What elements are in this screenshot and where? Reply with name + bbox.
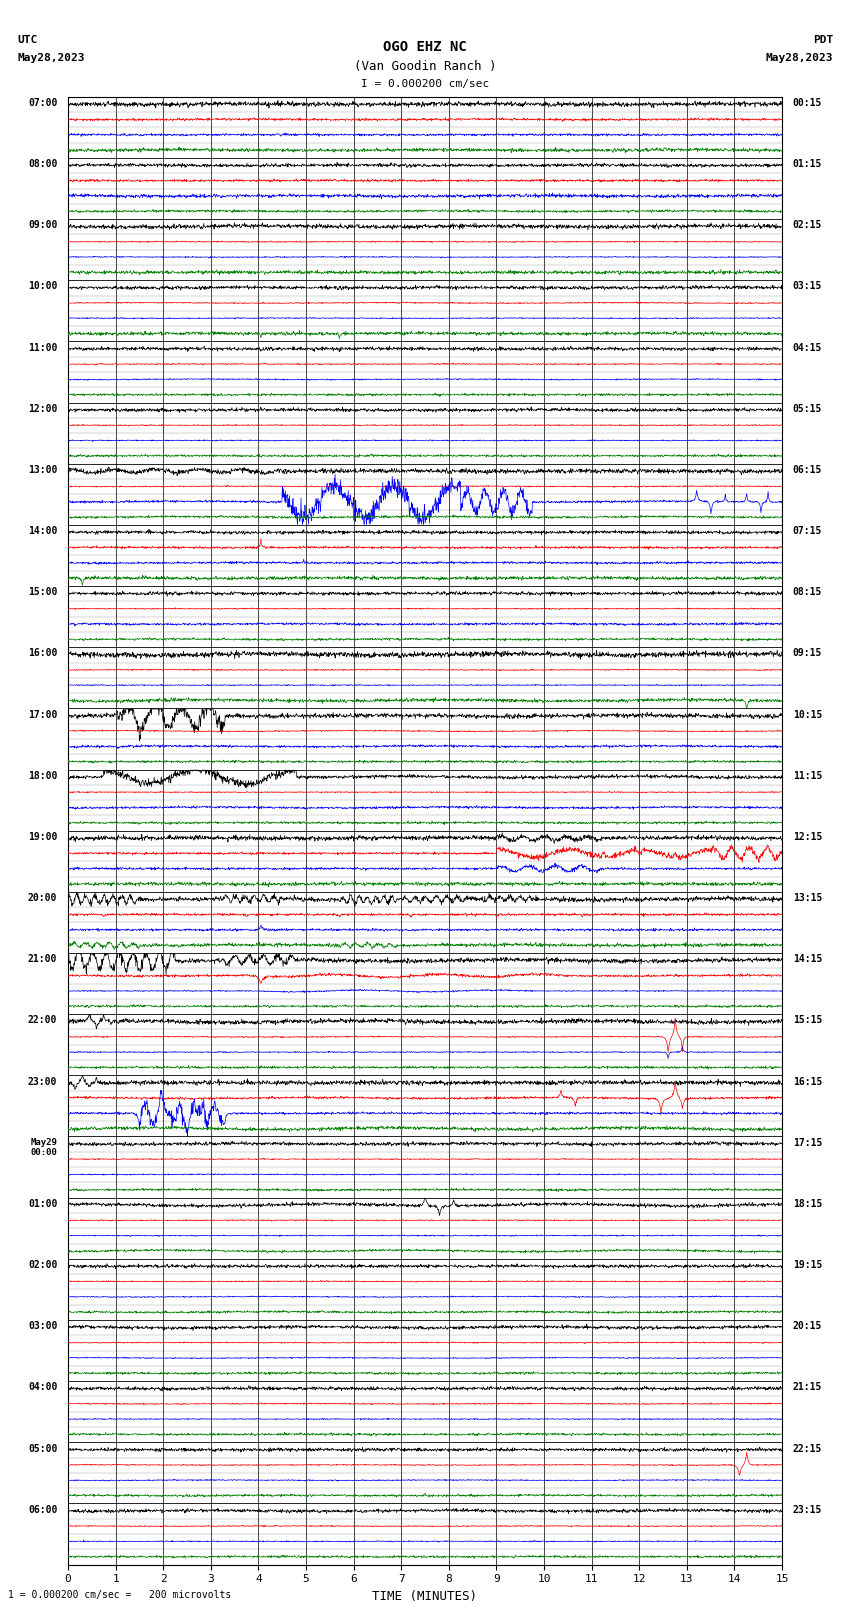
Text: (Van Goodin Ranch ): (Van Goodin Ranch ) [354,60,496,73]
Text: 10:00: 10:00 [28,282,57,292]
Text: 16:00: 16:00 [28,648,57,658]
Text: 14:15: 14:15 [793,955,822,965]
Text: 07:00: 07:00 [28,98,57,108]
Text: 06:00: 06:00 [28,1505,57,1515]
Text: 00:15: 00:15 [793,98,822,108]
Text: 04:00: 04:00 [28,1382,57,1392]
Text: 21:00: 21:00 [28,955,57,965]
Text: 21:15: 21:15 [793,1382,822,1392]
Text: 12:00: 12:00 [28,403,57,415]
Text: 12:15: 12:15 [793,832,822,842]
Text: 19:00: 19:00 [28,832,57,842]
Text: 16:15: 16:15 [793,1076,822,1087]
Text: 19:15: 19:15 [793,1260,822,1269]
Text: 07:15: 07:15 [793,526,822,536]
Text: 00:00: 00:00 [31,1147,57,1157]
Text: 18:00: 18:00 [28,771,57,781]
Text: May29: May29 [31,1137,57,1147]
Text: I = 0.000200 cm/sec: I = 0.000200 cm/sec [361,79,489,89]
Text: 17:15: 17:15 [793,1137,822,1148]
Text: 22:00: 22:00 [28,1016,57,1026]
Text: 05:00: 05:00 [28,1444,57,1453]
Text: 05:15: 05:15 [793,403,822,415]
Text: 01:15: 01:15 [793,160,822,169]
Text: 09:00: 09:00 [28,221,57,231]
Text: 23:00: 23:00 [28,1076,57,1087]
Text: 22:15: 22:15 [793,1444,822,1453]
Text: 04:15: 04:15 [793,342,822,353]
Text: UTC: UTC [17,35,37,45]
Text: 13:00: 13:00 [28,465,57,474]
Text: 06:15: 06:15 [793,465,822,474]
Text: May28,2023: May28,2023 [17,53,84,63]
Text: 03:00: 03:00 [28,1321,57,1331]
Text: 15:00: 15:00 [28,587,57,597]
Text: 11:00: 11:00 [28,342,57,353]
Text: OGO EHZ NC: OGO EHZ NC [383,40,467,55]
Text: 03:15: 03:15 [793,282,822,292]
Text: 08:15: 08:15 [793,587,822,597]
Text: May28,2023: May28,2023 [766,53,833,63]
Text: PDT: PDT [813,35,833,45]
X-axis label: TIME (MINUTES): TIME (MINUTES) [372,1590,478,1603]
Text: 14:00: 14:00 [28,526,57,536]
Text: 09:15: 09:15 [793,648,822,658]
Text: 02:00: 02:00 [28,1260,57,1269]
Text: 11:15: 11:15 [793,771,822,781]
Text: 1 = 0.000200 cm/sec =   200 microvolts: 1 = 0.000200 cm/sec = 200 microvolts [8,1590,232,1600]
Text: 15:15: 15:15 [793,1016,822,1026]
Text: 10:15: 10:15 [793,710,822,719]
Text: 08:00: 08:00 [28,160,57,169]
Text: 20:00: 20:00 [28,894,57,903]
Text: 13:15: 13:15 [793,894,822,903]
Text: 02:15: 02:15 [793,221,822,231]
Text: 23:15: 23:15 [793,1505,822,1515]
Text: 17:00: 17:00 [28,710,57,719]
Text: 20:15: 20:15 [793,1321,822,1331]
Text: 18:15: 18:15 [793,1198,822,1208]
Text: 01:00: 01:00 [28,1198,57,1208]
